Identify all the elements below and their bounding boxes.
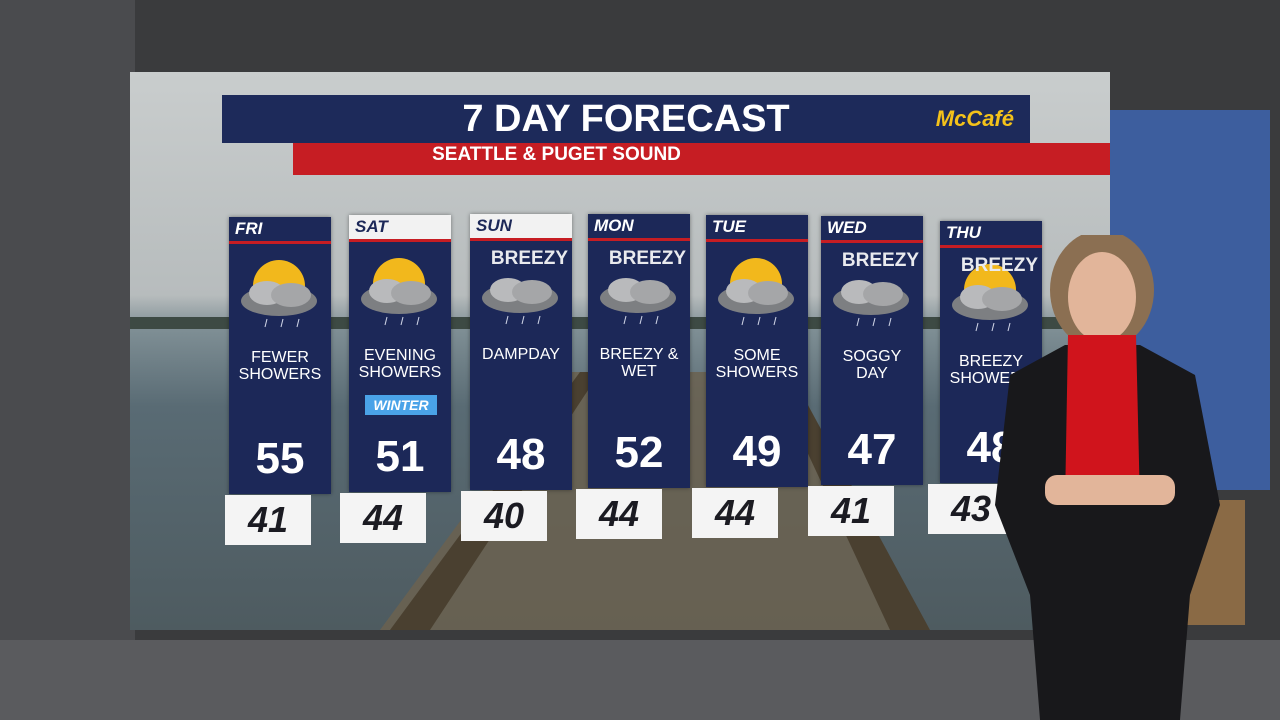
low-temp: 41 [808, 486, 894, 536]
day-card: FRI FEWER SHOWERS 55 [229, 217, 331, 494]
breezy-tag: BREEZY [841, 250, 919, 271]
weather-icon [361, 258, 437, 326]
day-label: THU [940, 221, 1042, 248]
sponsor-logo: McCafé [935, 106, 1014, 131]
condition: DAMPDAY [482, 346, 560, 363]
weather-icon [482, 278, 558, 325]
high-temp: 51 [375, 432, 425, 481]
condition: BREEZY & WET [599, 346, 679, 380]
day-card: TUE SOME SHOWERS 49 [706, 215, 808, 487]
day-card: SUN BREEZY DAMPDAY 48 [470, 214, 572, 490]
day-label: WED [821, 216, 923, 243]
day-label: TUE [706, 215, 808, 242]
low-temp: 44 [340, 493, 426, 543]
condition: SOGGY DAY [842, 348, 902, 382]
badge: WINTER [365, 395, 437, 415]
low-temp: 43 [928, 484, 1014, 534]
weather-icon [718, 258, 794, 326]
condition: EVENING SHOWERS [358, 347, 442, 381]
title-bar: 7 DAY FORECAST McCafé [222, 95, 1030, 143]
title: 7 DAY FORECAST [462, 98, 790, 140]
weather-icon [241, 260, 317, 328]
subtitle-bar: SEATTLE & PUGET SOUND [293, 143, 1110, 175]
weather-icon [952, 264, 1028, 332]
breezy-tag: BREEZY [490, 248, 568, 269]
studio-wall [0, 0, 135, 720]
weather-icon [833, 280, 909, 327]
day-card: SAT EVENING SHOWERS WINTER 51 [349, 215, 451, 492]
day-label: FRI [229, 217, 331, 244]
day-card: WED BREEZY SOGGY DAY 47 [821, 216, 923, 485]
high-temp: 49 [732, 427, 782, 476]
low-temp: 40 [461, 491, 547, 541]
day-label: SAT [349, 215, 451, 242]
breezy-tag: BREEZY [960, 255, 1038, 276]
subtitle: SEATTLE & PUGET SOUND [432, 144, 681, 165]
presenter [995, 235, 1220, 720]
weather-icon [600, 278, 676, 325]
breezy-tag: BREEZY [608, 248, 686, 269]
low-temp: 44 [692, 488, 778, 538]
low-temp: 44 [576, 489, 662, 539]
day-card: MON BREEZY BREEZY & WET 52 [588, 214, 690, 488]
condition: FEWER SHOWERS [238, 349, 322, 383]
high-temp: 47 [847, 425, 897, 474]
day-label: SUN [470, 214, 572, 241]
high-temp: 52 [614, 428, 664, 477]
high-temp: 48 [496, 430, 546, 479]
high-temp: 55 [255, 434, 305, 483]
day-label: MON [588, 214, 690, 241]
low-temp: 41 [225, 495, 311, 545]
condition: SOME SHOWERS [715, 347, 799, 381]
